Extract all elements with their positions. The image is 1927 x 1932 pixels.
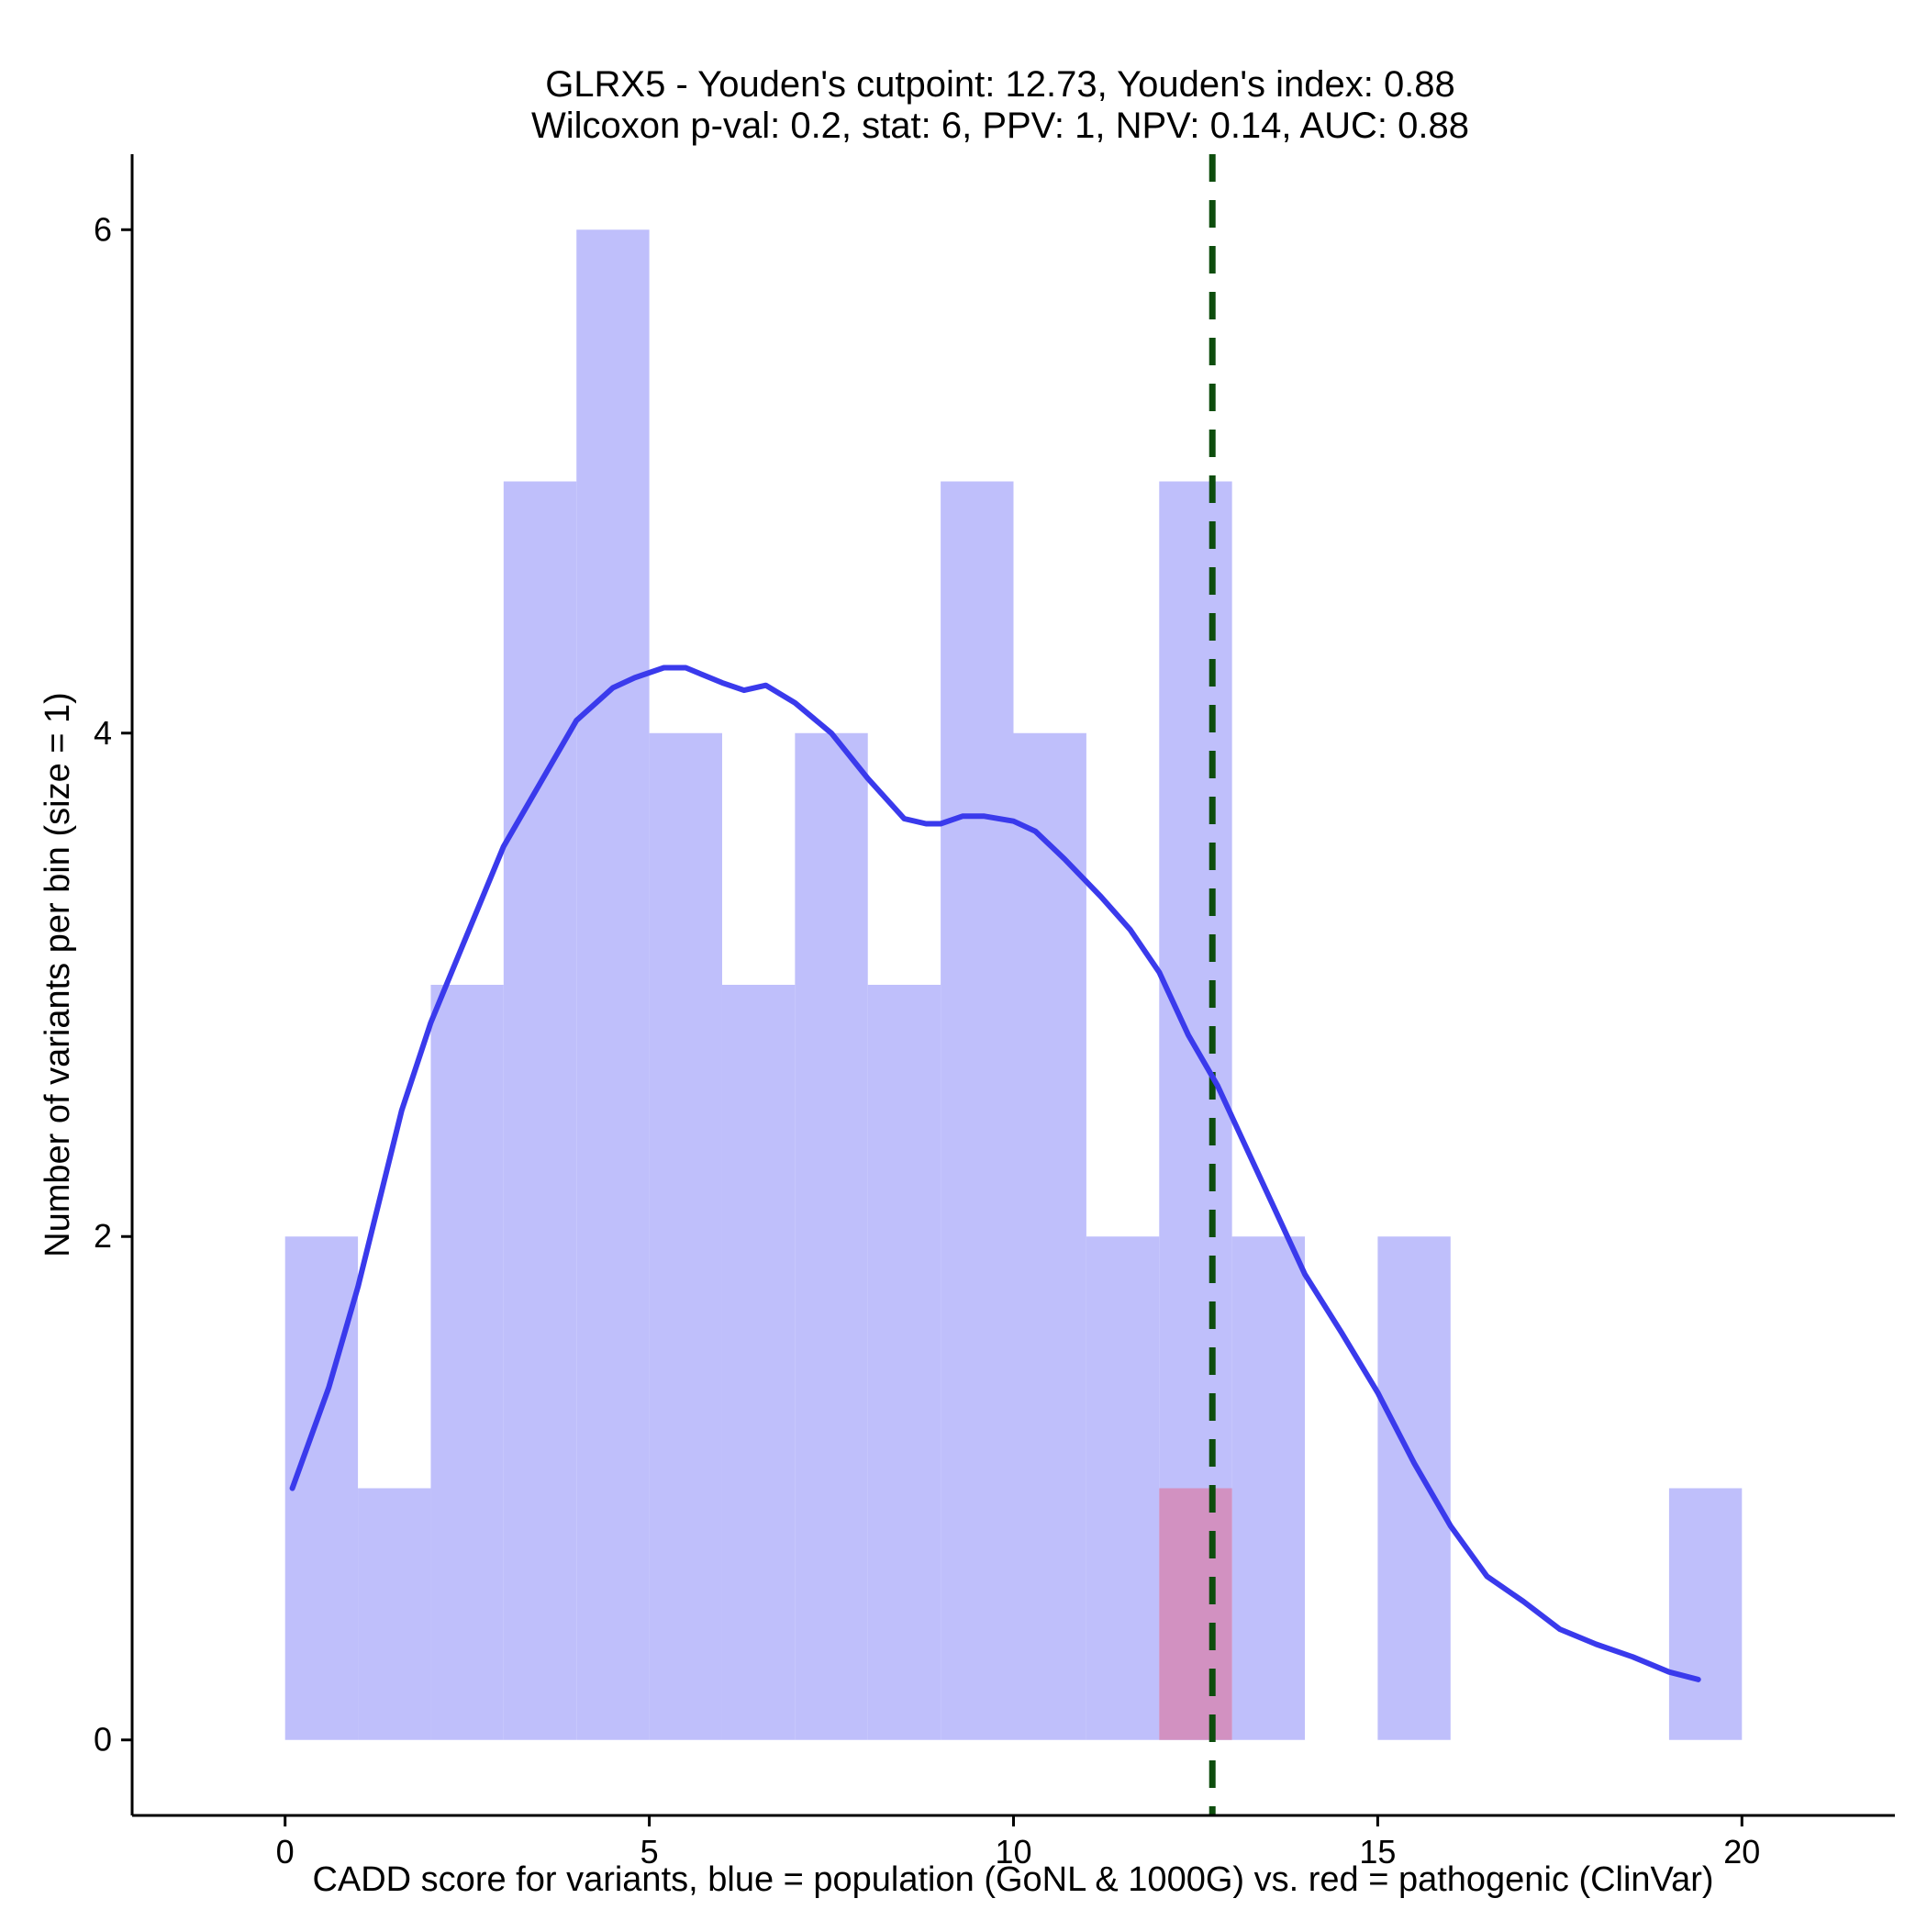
population-bar (795, 732, 868, 1740)
population-bar (503, 481, 577, 1740)
population-bar (721, 985, 796, 1740)
bars-layer (284, 229, 1743, 1740)
population-bar (576, 229, 650, 1740)
population-bar (430, 985, 504, 1740)
y-tick-label: 6 (94, 210, 112, 248)
population-bar (1377, 1236, 1451, 1740)
density-layer (289, 664, 1701, 1682)
x-tick-label: 20 (1723, 1833, 1760, 1871)
population-bar (649, 732, 722, 1740)
y-tick-label: 2 (94, 1217, 112, 1255)
population-bar (941, 481, 1014, 1740)
y-axis-title: Number of variants per bin (size = 1) (39, 692, 77, 1257)
population-bar (1013, 732, 1086, 1740)
population-bar (1668, 1488, 1743, 1740)
population-bar (1086, 1236, 1160, 1740)
y-tick-label: 0 (94, 1721, 112, 1759)
pathogenic-bar (1159, 1488, 1232, 1740)
x-tick-label: 0 (276, 1833, 295, 1871)
y-tick-label: 4 (94, 714, 112, 752)
chart-title-line-2: Wilcoxon p-val: 0.2, stat: 6, PPV: 1, NP… (531, 106, 1469, 146)
ticks-layer: 0 5 10 15 20 0 2 4 6 (94, 210, 1760, 1871)
density-curve (289, 664, 1701, 1682)
population-bar (1231, 1236, 1306, 1740)
x-tick-label: 5 (640, 1833, 659, 1871)
population-bar (358, 1488, 431, 1740)
x-tick-label: 10 (995, 1833, 1031, 1871)
population-bar (284, 1236, 359, 1740)
x-tick-label: 15 (1359, 1833, 1396, 1871)
population-bar (867, 985, 941, 1740)
x-axis-title: CADD score for variants, blue = populati… (312, 1860, 1713, 1899)
chart-title-line-1: GLRX5 - Youden's cutpoint: 12.73, Youden… (545, 64, 1455, 105)
